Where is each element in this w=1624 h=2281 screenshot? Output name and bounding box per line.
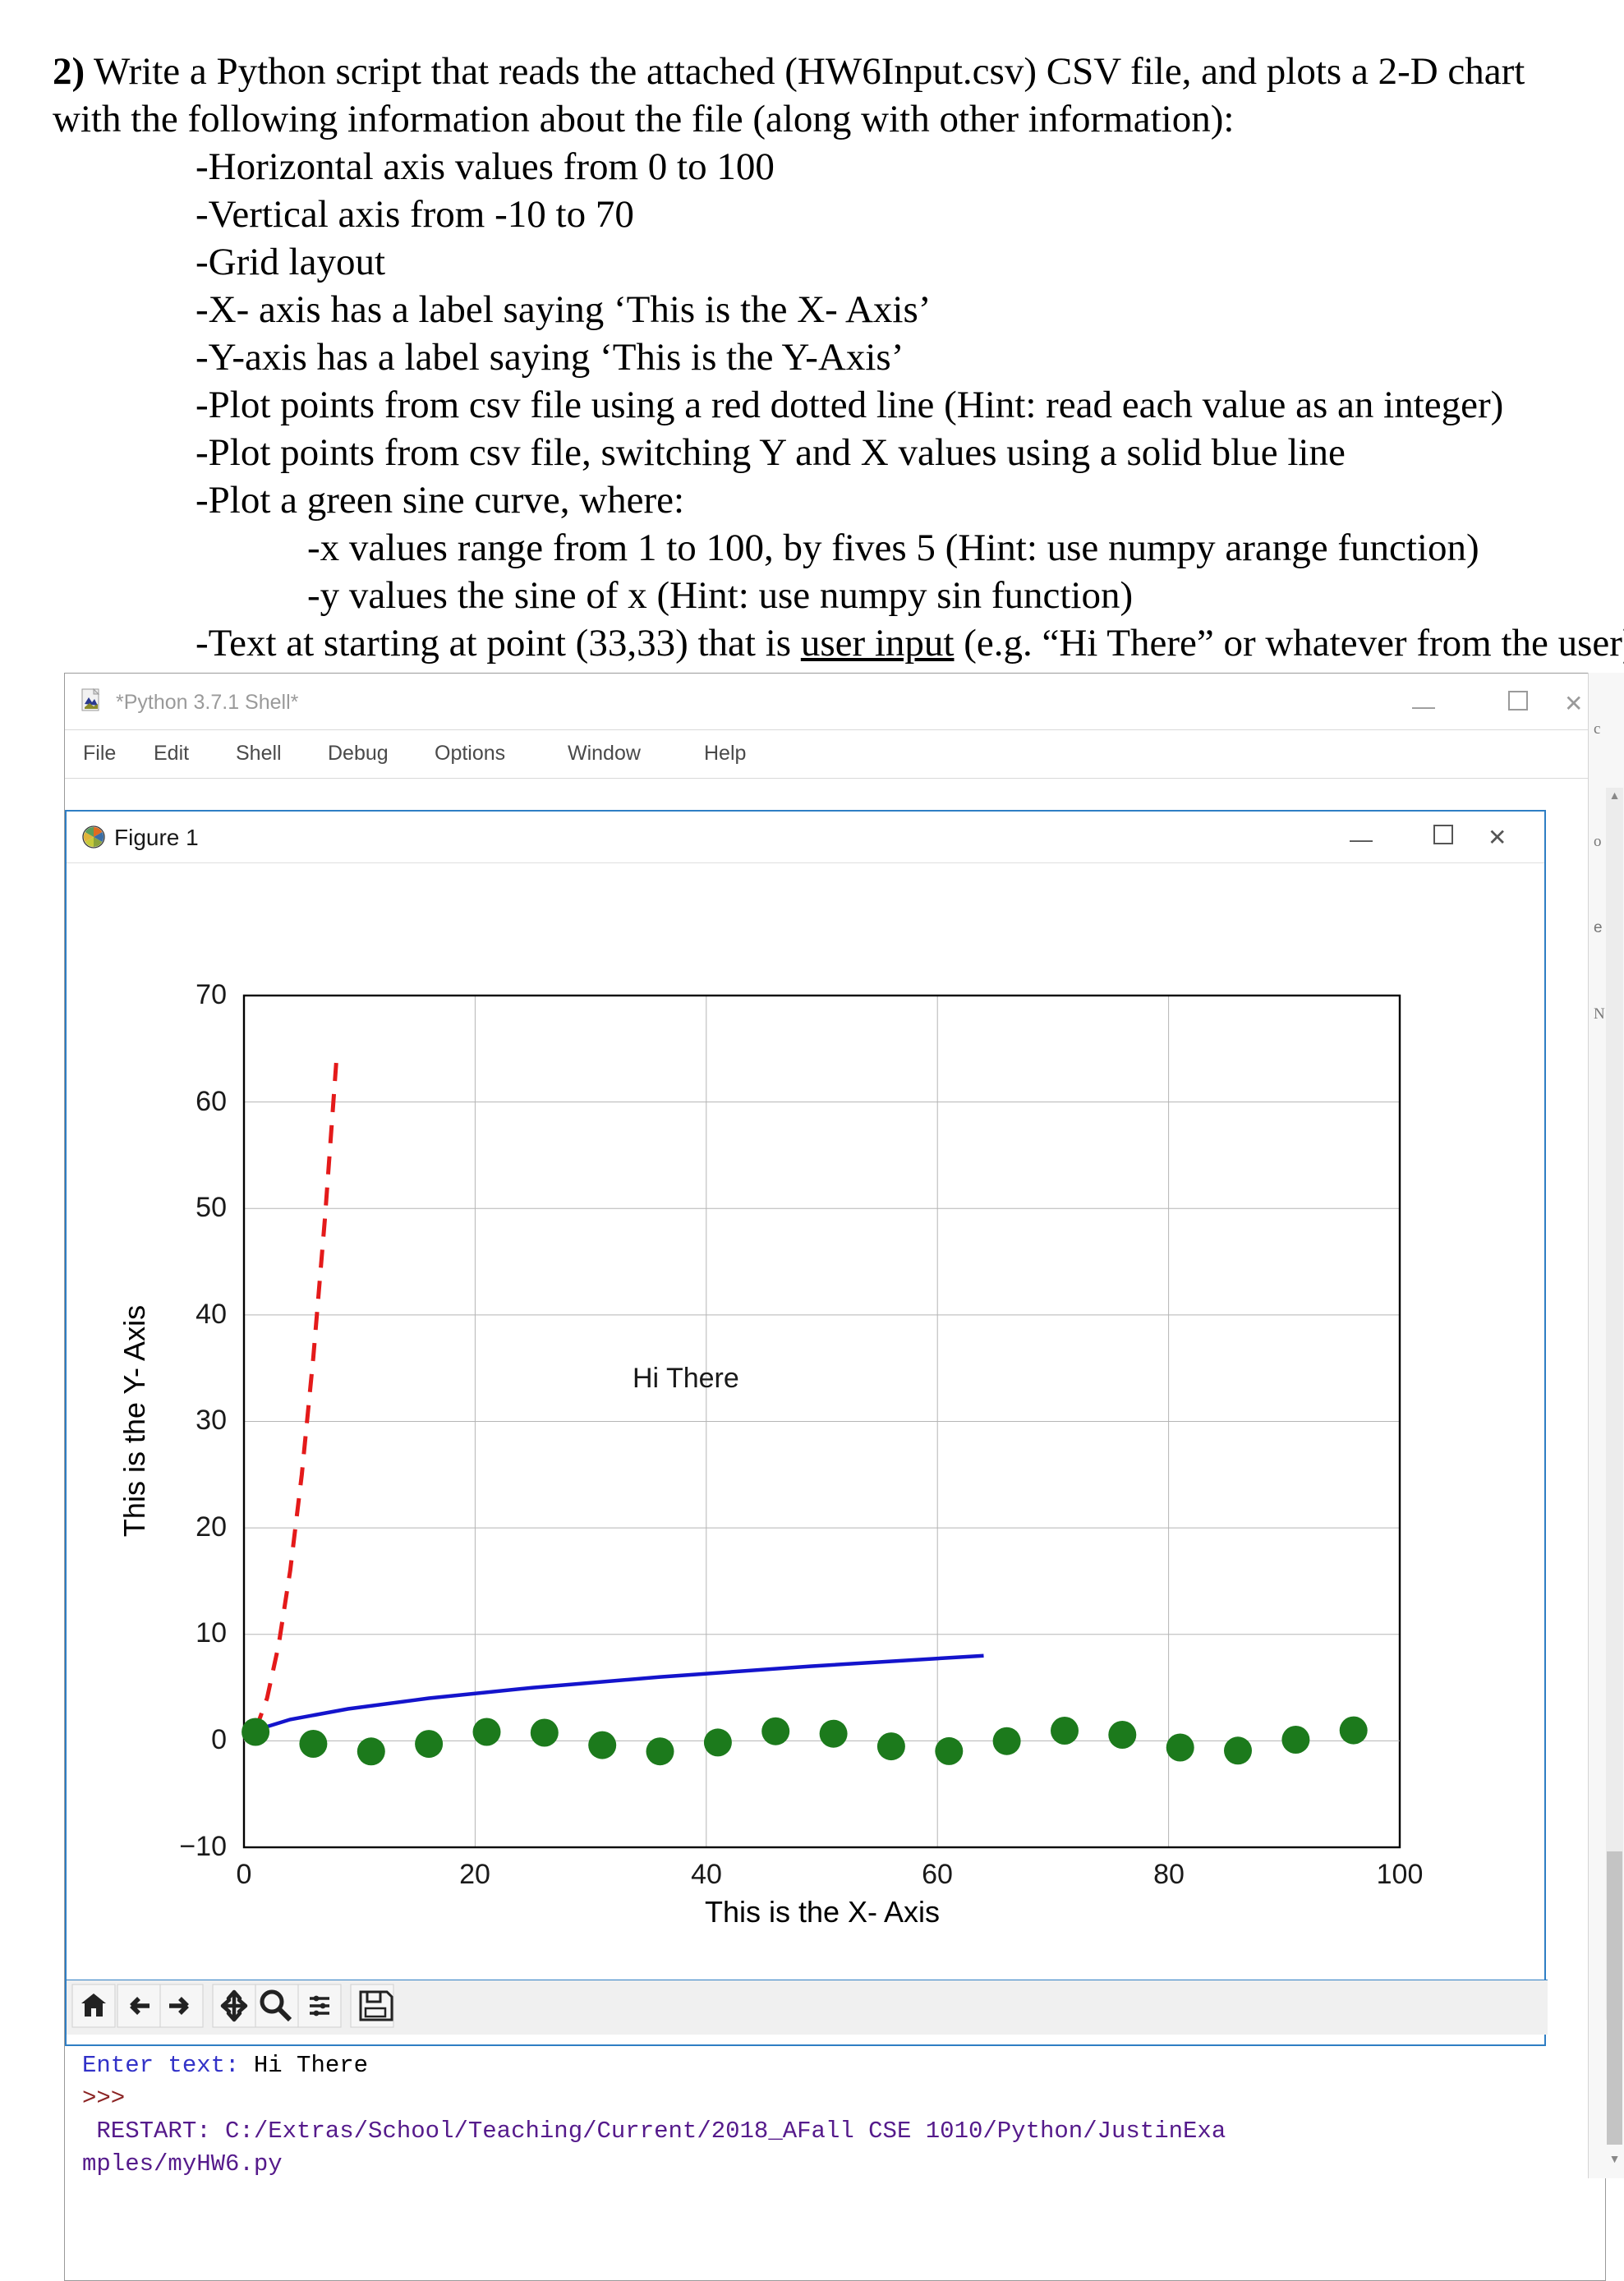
svg-text:40: 40 [691,1859,722,1890]
svg-text:100: 100 [1377,1859,1424,1890]
svg-text:40: 40 [196,1299,227,1330]
svg-text:60: 60 [922,1859,953,1890]
svg-text:This is the Y- Axis: This is the Y- Axis [117,1305,151,1537]
svg-text:60: 60 [196,1086,227,1117]
svg-text:50: 50 [196,1192,227,1223]
svg-text:30: 30 [196,1405,227,1436]
svg-text:70: 70 [196,979,227,1010]
svg-text:−10: −10 [179,1831,227,1862]
svg-text:20: 20 [196,1511,227,1543]
svg-text:Hi There: Hi There [633,1363,739,1394]
svg-text:10: 10 [196,1617,227,1649]
svg-text:0: 0 [237,1859,252,1890]
svg-text:20: 20 [459,1859,490,1890]
svg-text:This is the X- Axis: This is the X- Axis [705,1895,940,1929]
svg-text:0: 0 [211,1724,227,1755]
svg-text:80: 80 [1153,1859,1185,1890]
